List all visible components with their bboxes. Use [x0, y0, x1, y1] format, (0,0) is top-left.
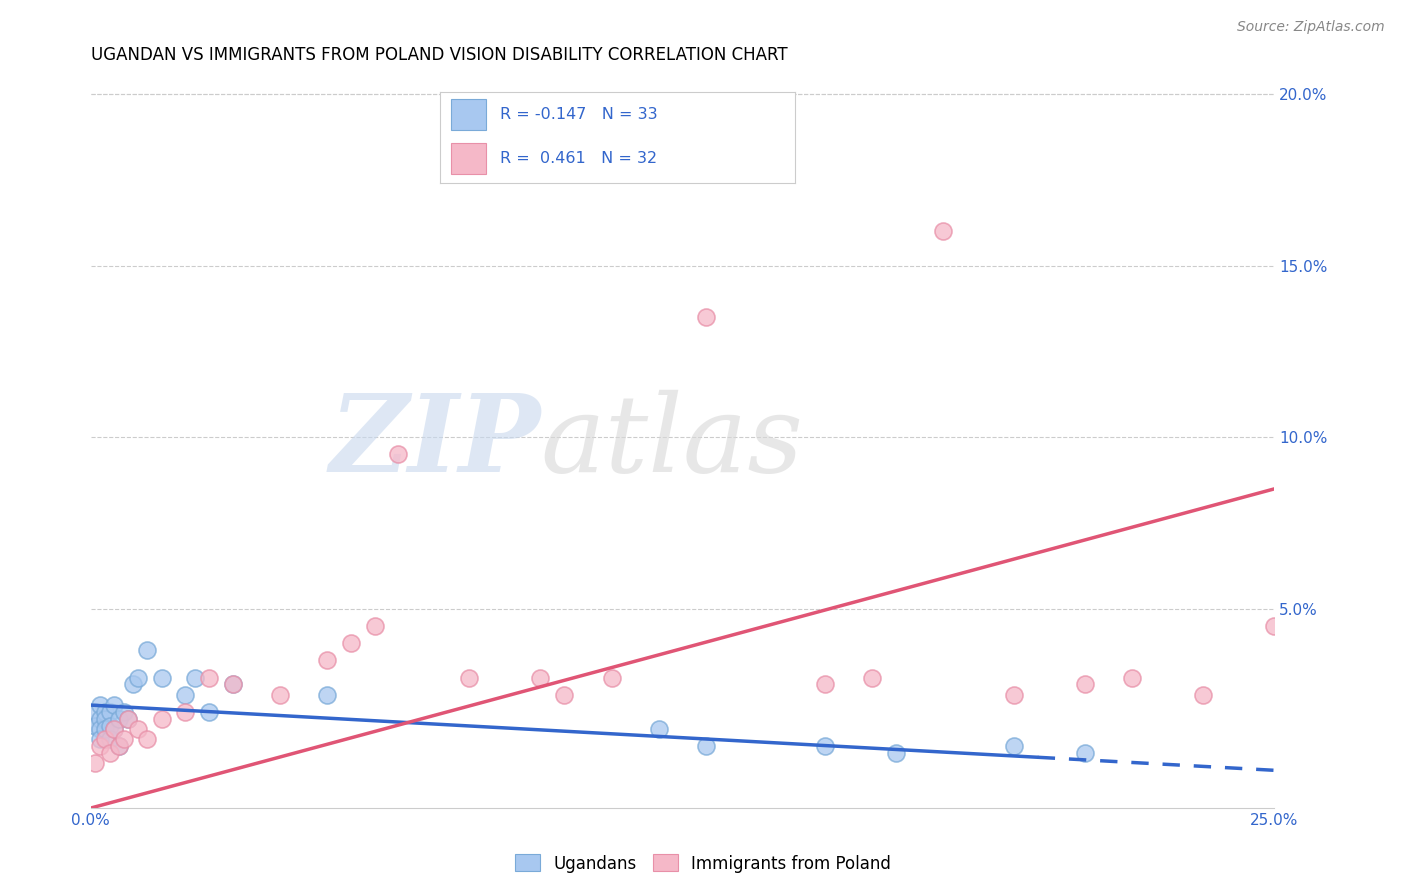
Point: [648, 722, 671, 736]
Point: [94, 712, 117, 726]
Point: [269, 688, 291, 702]
Point: [117, 712, 139, 726]
Point: [1002, 739, 1025, 754]
Point: [884, 746, 907, 760]
Point: [103, 722, 125, 736]
Legend: Ugandans, Immigrants from Poland: Ugandans, Immigrants from Poland: [508, 847, 898, 880]
Point: [316, 688, 339, 702]
Point: [98, 705, 121, 719]
Point: [103, 722, 125, 736]
Point: [198, 705, 221, 719]
Point: [127, 722, 149, 736]
Point: [108, 739, 131, 754]
Point: [695, 739, 717, 754]
Point: [221, 677, 243, 691]
Point: [94, 722, 117, 736]
Point: [340, 636, 363, 650]
Point: [84, 756, 107, 771]
Point: [1192, 688, 1215, 702]
Point: [94, 705, 117, 719]
Point: [89, 732, 111, 747]
Point: [94, 732, 117, 747]
Point: [98, 719, 121, 733]
Point: [387, 448, 409, 462]
Point: [1263, 619, 1285, 633]
Point: [108, 739, 131, 754]
Point: [316, 653, 339, 667]
Point: [1121, 671, 1143, 685]
Point: [860, 671, 883, 685]
Text: ZIP: ZIP: [329, 390, 540, 495]
Point: [150, 712, 173, 726]
Text: atlas: atlas: [540, 390, 803, 495]
Point: [529, 671, 551, 685]
Point: [1074, 746, 1097, 760]
Point: [89, 722, 111, 736]
Point: [84, 719, 107, 733]
Point: [814, 739, 837, 754]
Point: [108, 712, 131, 726]
Point: [112, 732, 135, 747]
Point: [89, 712, 111, 726]
Point: [98, 746, 121, 760]
Point: [553, 688, 575, 702]
Point: [84, 705, 107, 719]
Point: [184, 671, 207, 685]
Point: [122, 677, 145, 691]
Point: [932, 224, 955, 238]
Point: [221, 677, 243, 691]
Point: [695, 310, 717, 325]
Point: [174, 688, 197, 702]
Point: [198, 671, 221, 685]
Point: [1074, 677, 1097, 691]
Point: [89, 739, 111, 754]
Text: Source: ZipAtlas.com: Source: ZipAtlas.com: [1237, 20, 1385, 34]
Text: UGANDAN VS IMMIGRANTS FROM POLAND VISION DISABILITY CORRELATION CHART: UGANDAN VS IMMIGRANTS FROM POLAND VISION…: [90, 46, 787, 64]
Point: [136, 643, 159, 657]
Point: [458, 671, 481, 685]
Point: [89, 698, 111, 712]
Point: [98, 732, 121, 747]
Point: [136, 732, 159, 747]
Point: [1002, 688, 1025, 702]
Point: [150, 671, 173, 685]
Point: [103, 698, 125, 712]
Point: [117, 712, 139, 726]
Point: [814, 677, 837, 691]
Point: [364, 619, 387, 633]
Point: [174, 705, 197, 719]
Point: [600, 671, 623, 685]
Point: [112, 705, 135, 719]
Point: [127, 671, 149, 685]
